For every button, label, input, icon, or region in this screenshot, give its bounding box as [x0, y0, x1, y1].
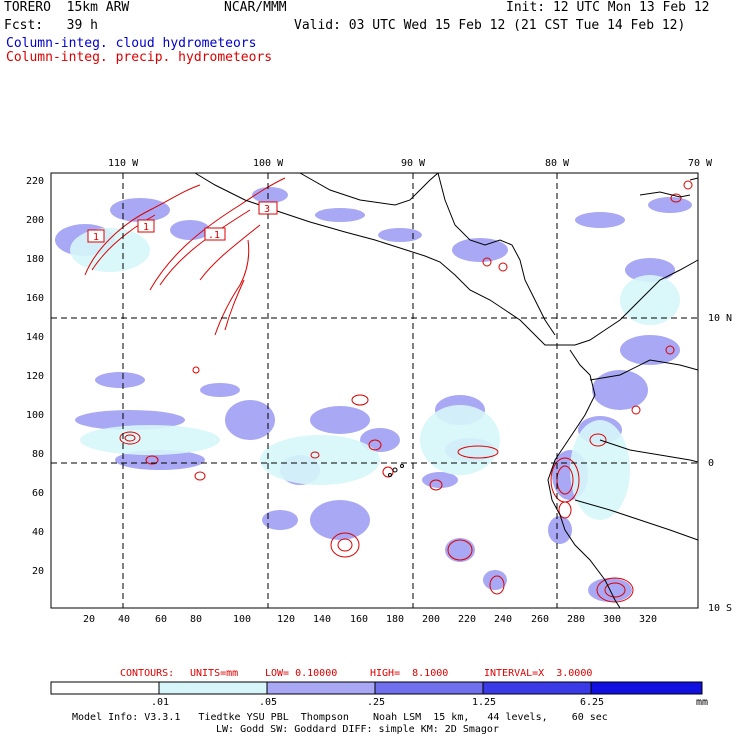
lon-label: 100 W	[253, 158, 284, 169]
colorbar-swatch	[158, 681, 268, 695]
x-tick: 160	[350, 614, 369, 625]
colorbar-level: .05	[259, 697, 278, 708]
y-tick: 80	[32, 449, 45, 460]
lon-label: 80 W	[545, 158, 570, 169]
init-time: Init: 12 UTC Mon 13 Feb 12	[506, 0, 710, 15]
x-tick: 260	[531, 614, 550, 625]
precip-contours	[84, 177, 693, 603]
model-info: Model Info: V3.3.1 Tiedtke YSU PBL Thomp…	[72, 712, 608, 723]
x-tick: 320	[639, 614, 658, 625]
x-tick: 220	[458, 614, 477, 625]
x-tick: 120	[277, 614, 296, 625]
contours-high: HIGH= 8.1000	[370, 668, 449, 679]
contour-label: 1	[143, 222, 149, 233]
lat-label: 10 N	[708, 313, 733, 324]
x-tick: 100	[233, 614, 252, 625]
colorbar-level: .25	[367, 697, 386, 708]
cloud-shading-light	[70, 228, 680, 520]
lon-label: 110 W	[108, 158, 139, 169]
y-tick: 220	[26, 176, 45, 187]
x-tick: 20	[83, 614, 96, 625]
contour-label: .1	[208, 230, 220, 241]
colorbar-swatch	[374, 681, 484, 695]
y-tick: 20	[32, 566, 45, 577]
y-tick: 200	[26, 215, 45, 226]
x-tick: 140	[313, 614, 332, 625]
contour-label-boxes	[87, 201, 278, 243]
colorbar-level: .01	[151, 697, 170, 708]
colorbar	[50, 681, 703, 695]
center-name: NCAR/MMM	[224, 0, 287, 15]
precip-legend-label: Column-integ. precip. hydrometeors	[6, 50, 273, 65]
y-tick: 60	[32, 488, 45, 499]
x-tick: 180	[386, 614, 405, 625]
x-tick: 280	[567, 614, 586, 625]
lon-label: 90 W	[401, 158, 426, 169]
y-tick: 180	[26, 254, 45, 265]
cloud-legend-label: Column-integ. cloud hydrometeors	[6, 36, 257, 51]
y-tick: 40	[32, 527, 45, 538]
lat-label: 0	[708, 458, 715, 469]
lat-label: 10 S	[708, 603, 733, 614]
colorbar-level: 1.25	[472, 697, 497, 708]
y-tick: 140	[26, 332, 45, 343]
colorbar-level: 6.25	[580, 697, 605, 708]
contours-prefix: CONTOURS:	[120, 668, 175, 679]
contour-label: 1	[93, 232, 99, 243]
x-tick: 300	[603, 614, 622, 625]
plot-frame	[50, 172, 699, 609]
colorbar-swatch	[266, 681, 376, 695]
x-tick: 80	[190, 614, 203, 625]
contours-low: LOW= 0.10000	[265, 668, 338, 679]
contours-units: UNITS=mm	[190, 668, 239, 679]
x-tick: 240	[494, 614, 513, 625]
x-tick: 40	[118, 614, 131, 625]
cloud-shading	[55, 187, 692, 602]
physics-info: LW: Godd SW: Goddard DIFF: simple KM: 2D…	[216, 724, 499, 735]
colorbar-unit: mm	[696, 697, 709, 708]
model-title: TORERO 15km ARW	[4, 0, 130, 15]
colorbar-swatch	[590, 681, 703, 695]
colorbar-swatch	[50, 681, 160, 695]
lon-label: 70 W	[688, 158, 713, 169]
y-tick: 160	[26, 293, 45, 304]
forecast-hour: Fcst: 39 h	[4, 18, 98, 33]
contour-label: 3	[264, 204, 270, 215]
grid-lines	[51, 173, 698, 608]
y-tick: 120	[26, 371, 45, 382]
valid-time: Valid: 03 UTC Wed 15 Feb 12 (21 CST Tue …	[294, 18, 686, 33]
x-tick: 60	[155, 614, 168, 625]
colorbar-swatch	[482, 681, 592, 695]
coastlines	[194, 172, 699, 609]
y-tick: 100	[26, 410, 45, 421]
x-tick: 200	[422, 614, 441, 625]
contours-interval: INTERVAL=X 3.0000	[484, 668, 593, 679]
